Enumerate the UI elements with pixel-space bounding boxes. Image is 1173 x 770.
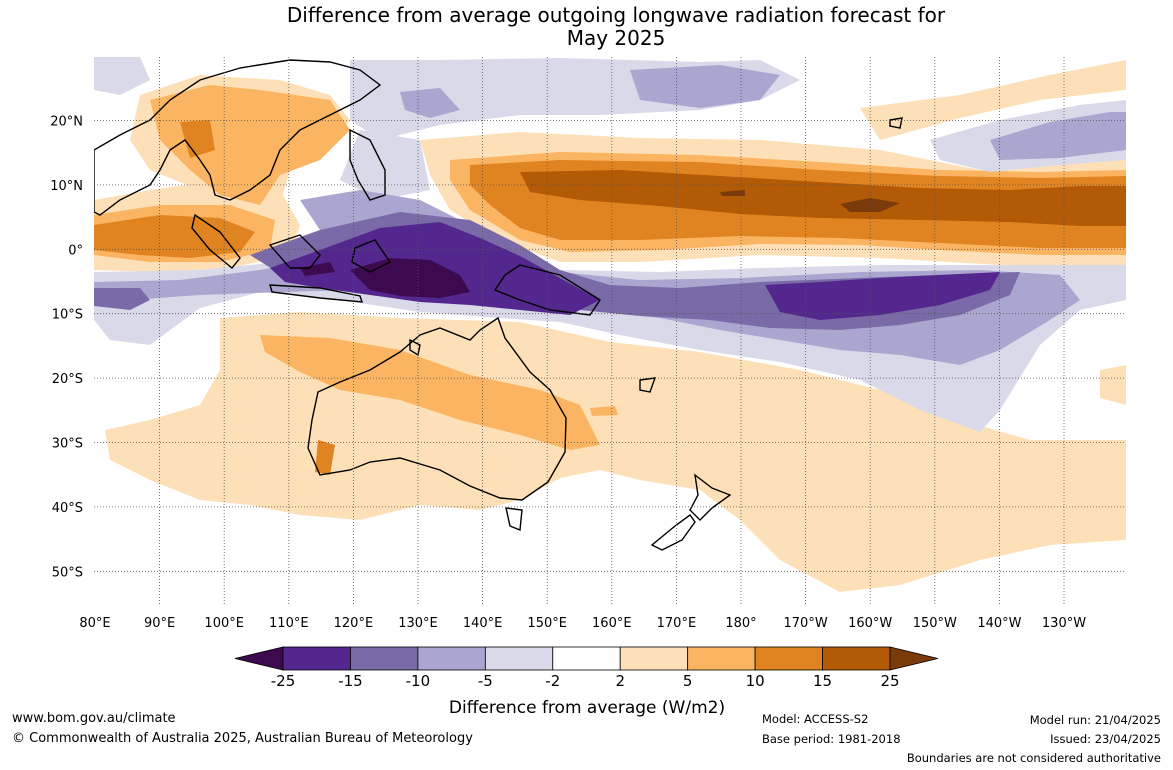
- colorbar-tick-label: -2: [545, 672, 560, 690]
- sumatra-coast: [191, 213, 241, 269]
- colorbar-tick-label: 15: [813, 672, 832, 690]
- anomaly-15-to-25: [520, 170, 1126, 226]
- borneo-coast: [268, 234, 321, 269]
- colorbar-tick-label: 5: [683, 672, 693, 690]
- colorbar-tick-label: -10: [406, 672, 431, 690]
- java-coast: [269, 284, 364, 303]
- lon-label: 170°E: [657, 616, 697, 631]
- map-title: Difference from average outgoing longwav…: [0, 4, 1173, 50]
- tasmania-coast: [505, 507, 523, 531]
- colorbar-tick-label: 10: [746, 672, 765, 690]
- colorbar-swatch: [282, 646, 351, 671]
- lon-label: 130°W: [1042, 616, 1086, 631]
- colorbar-swatch: [417, 646, 486, 671]
- latitude-labels: 20°N 10°N 0° 10°S 20°S 30°S 40°S 50°S: [50, 115, 83, 581]
- lat-label: 20°S: [52, 372, 83, 387]
- lat-label: 10°S: [52, 308, 83, 323]
- lon-label: 170°W: [784, 616, 828, 631]
- philippines-coast: [349, 128, 386, 201]
- colorbar-extend-low: [234, 646, 284, 671]
- colorbar-extend-high: [889, 646, 939, 671]
- colorbar-swatch: [619, 646, 689, 671]
- lat-label: 0°: [68, 243, 83, 258]
- footer-issued: Issued: 23/04/2025: [1050, 732, 1161, 746]
- lat-label: 10°N: [50, 179, 83, 194]
- colorbar-swatch: [484, 646, 554, 671]
- nz-south-island-coast: [650, 514, 696, 551]
- lon-label: 140°E: [463, 616, 503, 631]
- colorbar-tick-label: -25: [271, 672, 296, 690]
- footer-model: Model: ACCESS-S2: [762, 712, 869, 726]
- new-guinea-coast: [493, 264, 601, 316]
- lon-label: 130°E: [398, 616, 438, 631]
- lon-label: 100°E: [204, 616, 244, 631]
- asia-coast: [94, 59, 382, 216]
- hawaii-coast: [889, 117, 903, 129]
- lat-label: 20°N: [50, 115, 83, 130]
- colorbar-swatch: [754, 646, 823, 671]
- footer-disclaimer: Boundaries are not considered authoritat…: [906, 751, 1161, 765]
- title-line-1: Difference from average outgoing longwav…: [286, 3, 946, 27]
- footer-website: www.bom.gov.au/climate: [12, 711, 176, 726]
- anomaly-below-minus25: [300, 258, 470, 298]
- lon-label: 180°: [725, 616, 756, 631]
- footer-model-run: Model run: 21/04/2025: [1029, 713, 1161, 727]
- lat-label: 40°S: [52, 501, 83, 516]
- colorbar-swatch: [822, 646, 891, 671]
- lon-label: 120°E: [334, 616, 374, 631]
- graticule: [94, 57, 1126, 605]
- colorbar-tick-label: 25: [880, 672, 899, 690]
- new-caledonia-coast: [639, 377, 657, 393]
- anomaly-field: [94, 57, 1126, 605]
- title-line-2: May 2025: [566, 26, 666, 50]
- lon-label: 160°W: [848, 616, 892, 631]
- lat-label: 30°S: [52, 437, 83, 452]
- lon-label: 90°E: [144, 616, 175, 631]
- footer-copyright: © Commonwealth of Australia 2025, Austra…: [12, 731, 473, 746]
- nz-north-island-coast: [689, 473, 732, 521]
- colorbar-swatch: [350, 646, 419, 671]
- lon-label: 150°W: [913, 616, 957, 631]
- lat-label: 50°S: [52, 565, 83, 580]
- colorbar-tick-label: -5: [478, 672, 493, 690]
- colorbar-swatch: [552, 646, 621, 671]
- lon-label: 110°E: [269, 616, 309, 631]
- lon-label: 160°E: [592, 616, 632, 631]
- lon-label: 140°W: [977, 616, 1021, 631]
- lon-label: 150°E: [527, 616, 567, 631]
- footer-base-period: Base period: 1981-2018: [762, 732, 901, 746]
- colorbar-title: Difference from average (W/m2): [449, 698, 725, 718]
- colorbar-tick-label: 2: [615, 672, 625, 690]
- colorbar-tick-label: -15: [338, 672, 363, 690]
- sulawesi-coast: [351, 239, 392, 273]
- colorbar: -25 -15 -10 -5 -2 2 5 10 15 25: [234, 646, 939, 690]
- longitude-labels: 80°E 90°E 100°E 110°E 120°E 130°E 140°E 150°E 16…: [79, 616, 1086, 631]
- colorbar-swatch: [687, 646, 756, 671]
- lon-label: 80°E: [79, 616, 110, 631]
